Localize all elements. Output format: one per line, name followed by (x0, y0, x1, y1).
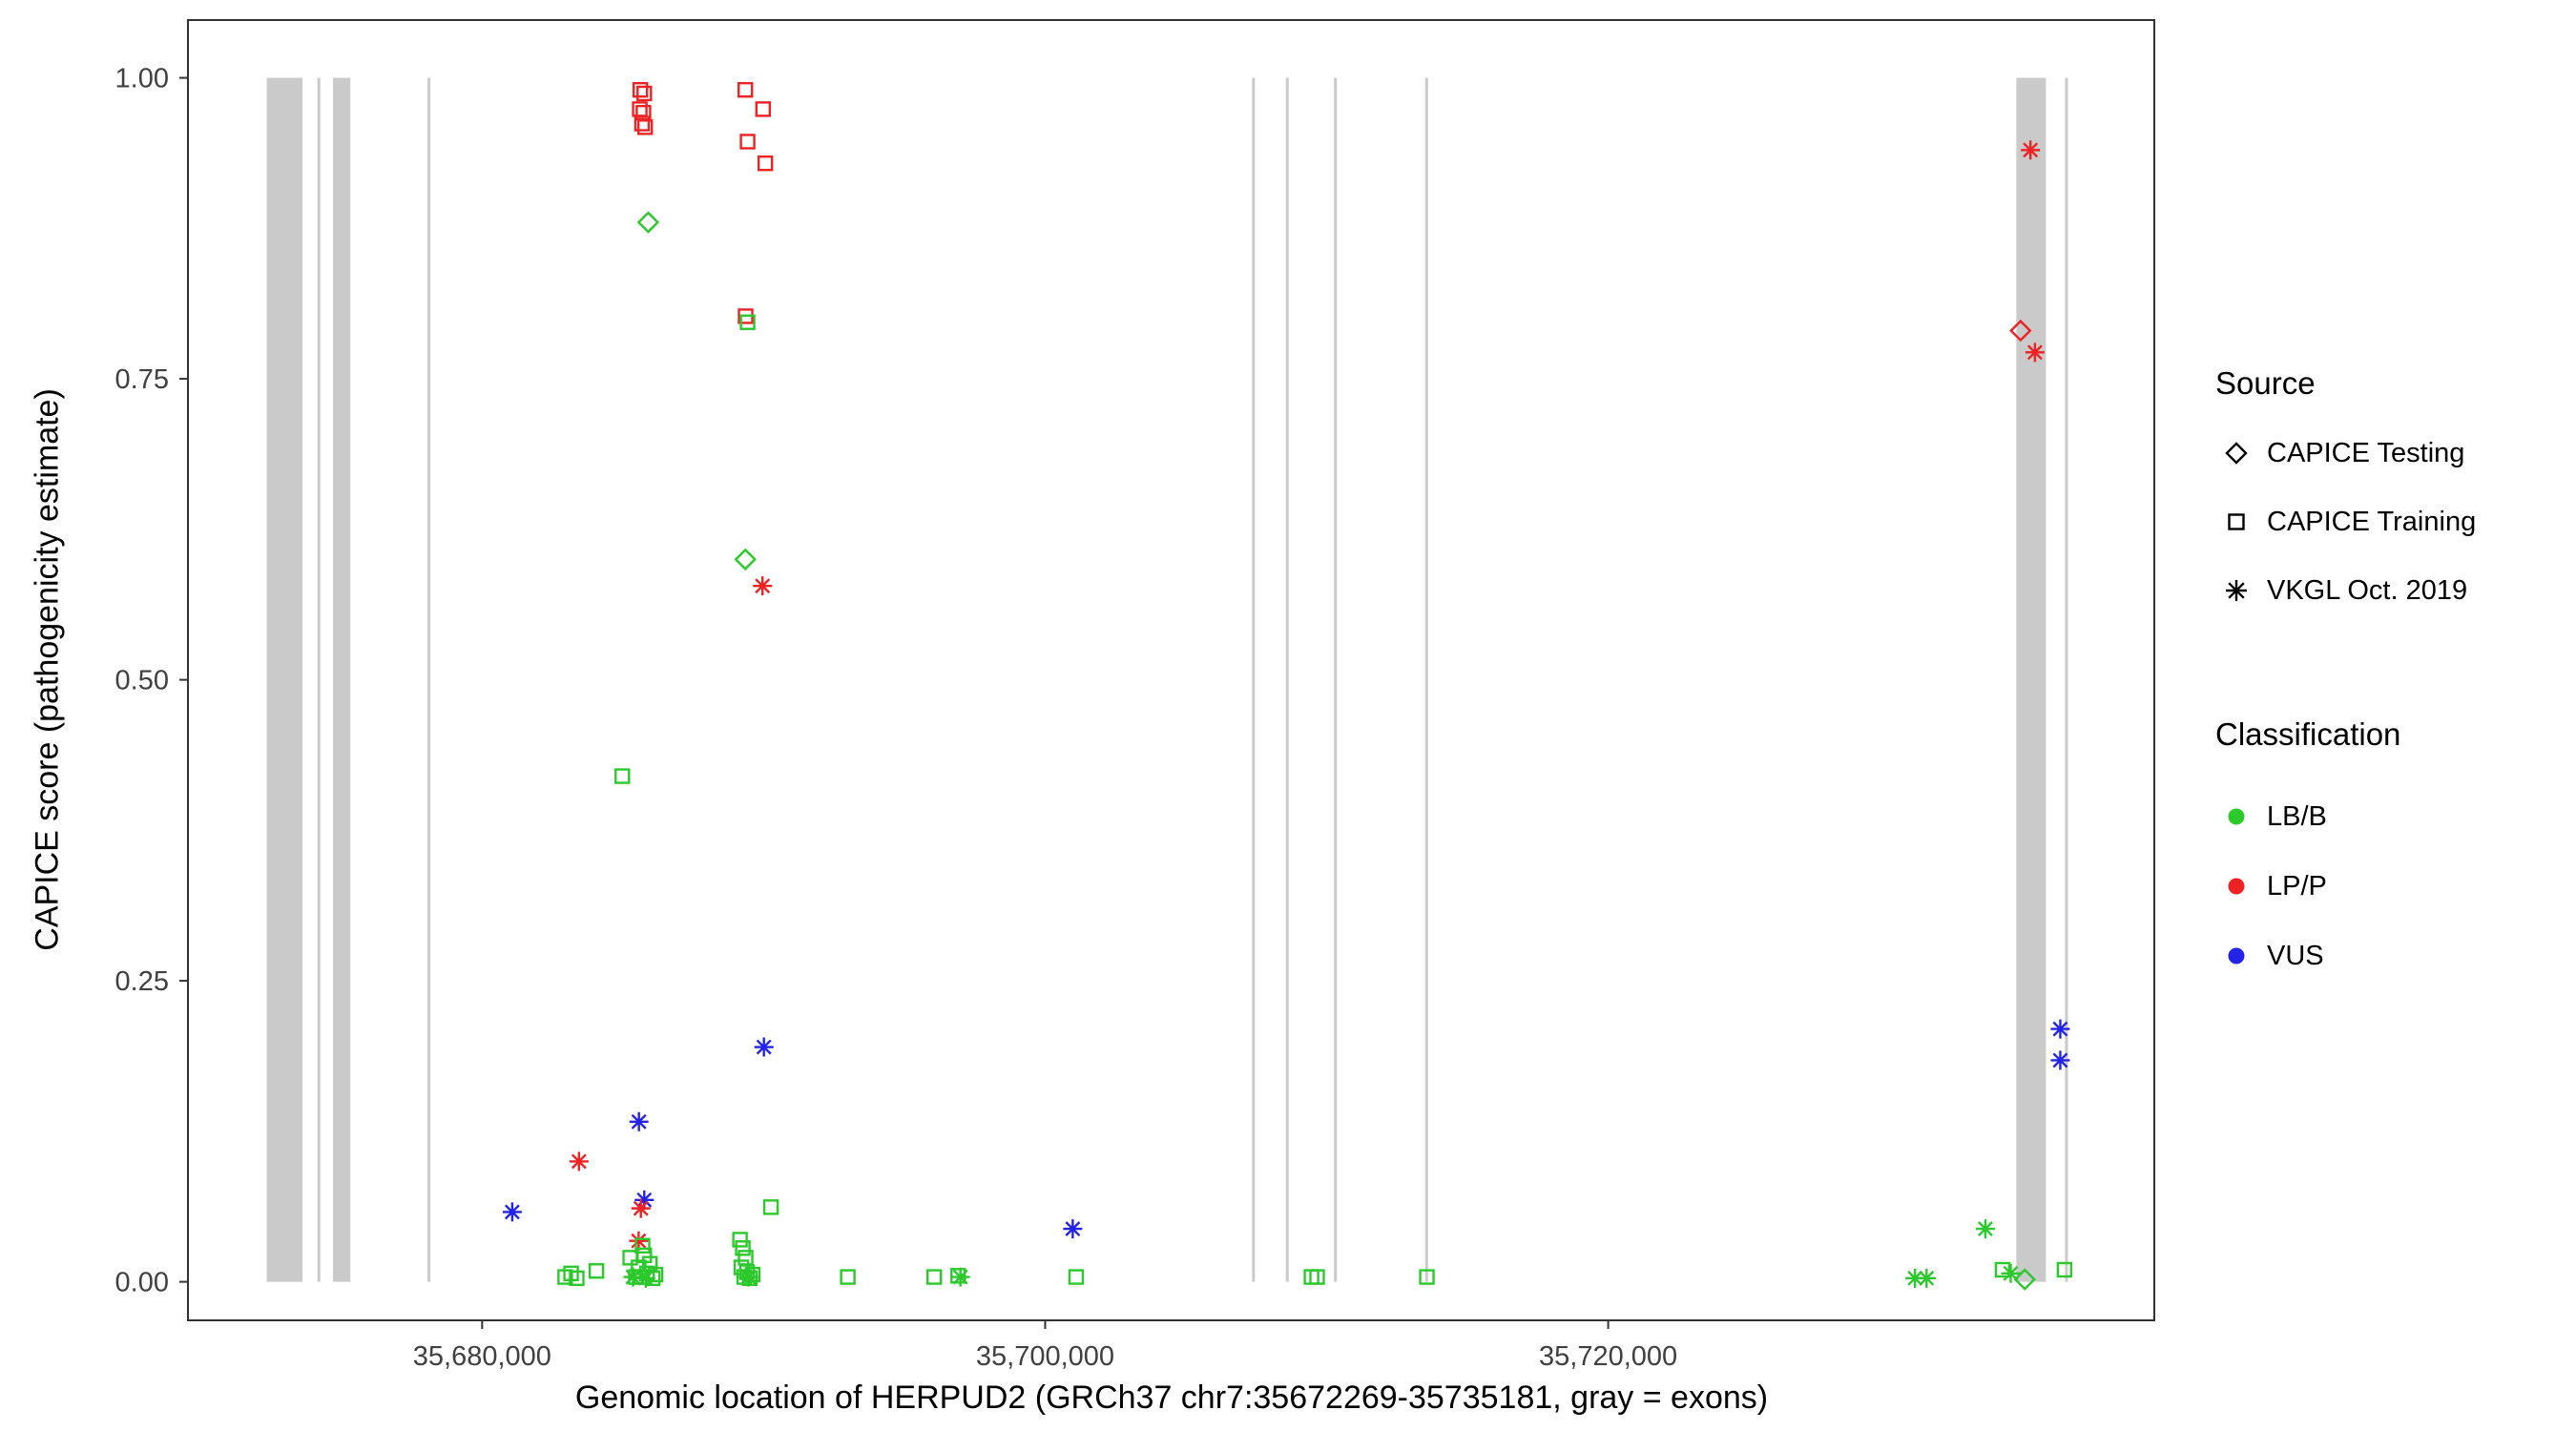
data-point (735, 1240, 751, 1256)
data-point (629, 1231, 649, 1251)
data-point (588, 1263, 605, 1279)
exon-band (266, 77, 303, 1282)
data-point (738, 1267, 758, 1287)
legend-dot-icon (2228, 947, 2245, 964)
square-icon (2228, 513, 2245, 530)
data-point (632, 101, 648, 117)
data-point (2050, 1050, 2070, 1070)
data-point (614, 768, 631, 784)
exon-band (1285, 77, 1289, 1282)
y-tick-label: 0.75 (115, 364, 169, 395)
data-point (840, 1269, 856, 1285)
data-point (2050, 1019, 2070, 1039)
data-point (632, 81, 649, 98)
data-point (1063, 1219, 1083, 1239)
exon-band (1424, 77, 1428, 1282)
exon-band (2016, 77, 2046, 1282)
y-tick-label: 0.25 (115, 966, 169, 997)
data-point (2001, 1263, 2021, 1283)
exon-band (427, 77, 431, 1282)
lbb-dot (2228, 808, 2245, 825)
exon-band (332, 77, 351, 1282)
legend-item-lbb: LB/B (2215, 795, 2476, 839)
data-point (926, 1269, 943, 1285)
data-point (762, 1199, 779, 1215)
vus-dot (2228, 947, 2245, 964)
data-point (950, 1268, 966, 1284)
legend-item-label: VKGL Oct. 2019 (2267, 574, 2468, 606)
legend-source-title: Source (2215, 365, 2316, 401)
legend-item-label: CAPICE Testing (2267, 437, 2465, 468)
data-point (623, 1267, 643, 1287)
data-point (741, 1270, 758, 1287)
x-tick-label: 35,680,000 (413, 1341, 551, 1372)
legend-dot-icon (2228, 878, 2245, 895)
data-point (636, 85, 653, 102)
data-point (755, 101, 772, 117)
data-point (2021, 140, 2041, 160)
exon-band (1252, 77, 1256, 1282)
data-point (2013, 1268, 2036, 1291)
exon-band (1334, 77, 1338, 1282)
data-point (1905, 1268, 1925, 1288)
data-point (634, 1190, 654, 1210)
y-axis-title: CAPICE score (pathogenicity estimate) (29, 388, 66, 951)
data-point (757, 155, 774, 172)
data-point (2009, 319, 2032, 342)
legend: Source CAPICE Testing CAPICE Training VK… (2215, 364, 2476, 978)
lpp-dot (2228, 878, 2245, 895)
data-point (737, 81, 754, 98)
data-point (635, 1268, 655, 1288)
exon-band (2065, 77, 2068, 1282)
data-point (629, 1111, 649, 1131)
data-point (634, 1237, 651, 1254)
data-point (739, 134, 756, 150)
data-point (636, 119, 654, 135)
y-tick-label: 1.00 (115, 64, 169, 94)
data-point (1975, 1219, 1995, 1239)
legend-item-capice-training: CAPICE Training (2215, 500, 2476, 544)
data-point (2025, 342, 2045, 363)
legend-item-label: VUS (2267, 940, 2324, 971)
data-point (634, 115, 651, 132)
legend-item-vkgl: VKGL Oct. 2019 (2215, 569, 2476, 612)
data-point (631, 1198, 651, 1218)
legend-dot-icon (2228, 808, 2245, 825)
data-point (569, 1151, 589, 1172)
legend-classification-title: Classification (2215, 716, 2401, 752)
diamond-icon (2225, 442, 2248, 465)
y-tick-label: 0.50 (115, 666, 169, 696)
data-point (1994, 1261, 2011, 1278)
data-point (569, 1270, 585, 1287)
legend-item-lpp: LP/P (2215, 864, 2476, 908)
legend-item-label: LB/B (2267, 800, 2327, 832)
asterisk-icon (2226, 580, 2247, 601)
data-point (754, 1037, 774, 1057)
data-point (950, 1267, 970, 1287)
x-axis-title: Genomic location of HERPUD2 (GRCh37 chr7… (574, 1379, 1769, 1416)
data-point (1917, 1268, 1937, 1288)
data-point (1068, 1269, 1085, 1285)
data-point (732, 1232, 748, 1248)
y-tick-label: 0.00 (115, 1268, 169, 1298)
legend-item-vus: VUS (2215, 934, 2476, 978)
data-point (1309, 1269, 1325, 1285)
x-tick-label: 35,720,000 (1539, 1341, 1677, 1372)
data-point (502, 1202, 522, 1222)
panel-border (187, 19, 2155, 1321)
data-point (753, 576, 773, 596)
data-point (1419, 1269, 1435, 1285)
legend-item-capice-testing: CAPICE Testing (2215, 431, 2476, 475)
data-point (636, 211, 660, 234)
data-point (734, 548, 757, 571)
data-point (2056, 1261, 2073, 1278)
legend-item-label: CAPICE Training (2267, 506, 2477, 537)
data-point (739, 314, 756, 330)
exon-band (317, 77, 321, 1282)
legend-item-label: LP/P (2267, 870, 2327, 902)
x-tick-label: 35,700,000 (976, 1341, 1114, 1372)
